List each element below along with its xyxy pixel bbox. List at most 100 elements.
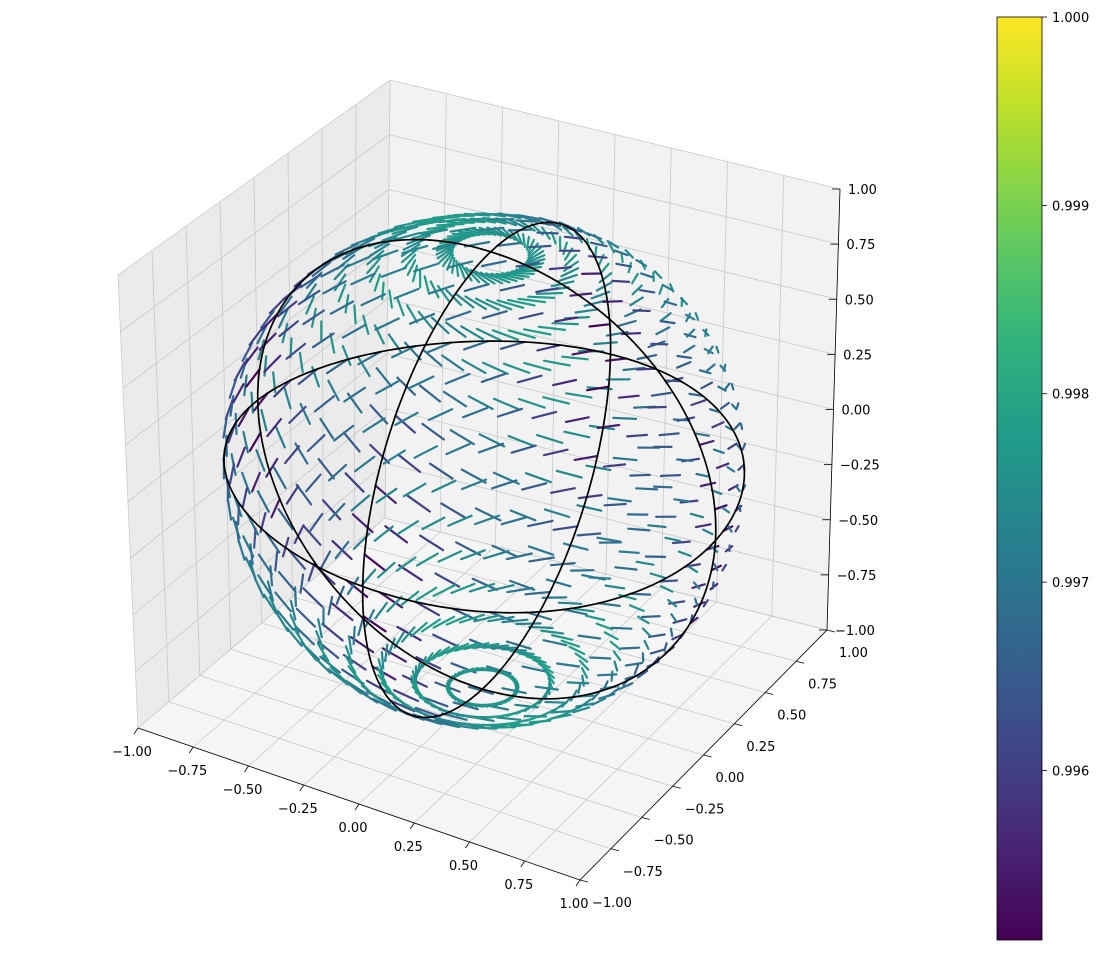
quiver-arrow bbox=[524, 472, 553, 484]
quiver-arrow bbox=[462, 406, 489, 419]
quiver-arrow bbox=[606, 240, 620, 249]
quiver-arrow bbox=[713, 504, 728, 511]
quiver-arrow bbox=[609, 640, 622, 651]
quiver-arrow bbox=[441, 712, 468, 721]
quiver-arrow bbox=[591, 697, 607, 706]
great-circles bbox=[223, 221, 746, 719]
quiver-arrow bbox=[585, 464, 612, 472]
quiver-arrow bbox=[521, 665, 547, 673]
quiver-arrow bbox=[283, 387, 292, 410]
quiver-arrow bbox=[698, 439, 715, 446]
quiver-arrow bbox=[464, 228, 492, 236]
quiver-arrow bbox=[242, 430, 249, 454]
quiver-arrow bbox=[319, 417, 335, 440]
quiver-arrow bbox=[711, 581, 715, 590]
quiver-arrow bbox=[569, 292, 593, 297]
quiver-arrow bbox=[631, 284, 643, 296]
quiver-arrow bbox=[629, 592, 652, 596]
quiver-arrow bbox=[527, 244, 552, 249]
quiver-arrow bbox=[584, 614, 606, 622]
quiver-arrow bbox=[398, 564, 423, 582]
quiver-arrow bbox=[659, 312, 672, 322]
quiver-arrow bbox=[312, 655, 332, 674]
quiver-arrow bbox=[378, 591, 404, 609]
quiver-arrow bbox=[550, 702, 565, 714]
quiver-arrow bbox=[432, 584, 457, 598]
quiver-arrow bbox=[719, 401, 731, 410]
quiver-arrow bbox=[329, 332, 336, 354]
quiver-arrow bbox=[713, 563, 719, 572]
quiver-arrow bbox=[237, 538, 246, 561]
quiver-arrow bbox=[496, 716, 522, 721]
quiver-arrow bbox=[560, 639, 581, 648]
quiver-arrow bbox=[521, 233, 527, 248]
quiver-arrow bbox=[299, 573, 305, 594]
quiver-arrow bbox=[428, 284, 455, 295]
quiver-arrow bbox=[721, 506, 731, 514]
quiver-arrow bbox=[636, 615, 650, 625]
quiver-arrow bbox=[420, 618, 441, 633]
colorbar-tick-label: 1.000 bbox=[1052, 11, 1089, 26]
quiver-arrow bbox=[276, 610, 295, 631]
y-tick-tick bbox=[734, 723, 743, 727]
quiver-arrow bbox=[375, 380, 400, 395]
quiver-arrow bbox=[611, 279, 631, 283]
quiver-arrow bbox=[549, 709, 573, 714]
quiver-arrow bbox=[594, 245, 598, 259]
quiver-arrow bbox=[425, 648, 442, 665]
quiver-arrow bbox=[423, 275, 430, 294]
quiver-arrow bbox=[596, 423, 621, 430]
colorbar-tick-label: 0.997 bbox=[1052, 576, 1089, 591]
quiver-arrow bbox=[460, 325, 485, 341]
quiver-arrow bbox=[616, 319, 637, 328]
quiver-arrow bbox=[647, 524, 667, 529]
quiver-arrow bbox=[369, 443, 390, 464]
quiver-arrow bbox=[574, 652, 589, 663]
quiver-arrow bbox=[698, 369, 712, 375]
quiver-arrow bbox=[334, 540, 350, 560]
quiver-arrow bbox=[438, 217, 466, 224]
quiver-arrow bbox=[236, 446, 246, 468]
quiver-arrow bbox=[612, 650, 622, 662]
quiver-arrow bbox=[527, 246, 543, 259]
quiver-arrow bbox=[690, 399, 707, 407]
quiver-arrow bbox=[406, 259, 417, 277]
quiver-arrow bbox=[299, 402, 311, 425]
quiver-arrow bbox=[684, 313, 696, 321]
quiver-arrow bbox=[739, 422, 744, 431]
quiver-arrow bbox=[680, 297, 689, 306]
quiver-arrow bbox=[525, 235, 531, 251]
quiver-arrow bbox=[564, 253, 578, 267]
quiver-arrow bbox=[473, 514, 501, 526]
quiver-arrow bbox=[549, 487, 576, 494]
quiver-arrow bbox=[702, 528, 714, 536]
quiver-arrow bbox=[624, 249, 635, 259]
quiver-arrow bbox=[535, 434, 564, 444]
quiver-arrow bbox=[357, 617, 365, 637]
quiver-arrow bbox=[659, 585, 674, 593]
quiver-arrow bbox=[260, 309, 275, 329]
quiver-arrow bbox=[377, 561, 396, 579]
quiver-arrow bbox=[658, 579, 679, 583]
quiver-arrow bbox=[446, 260, 474, 269]
quiver-arrow bbox=[284, 445, 301, 465]
quiver-arrow bbox=[560, 267, 580, 278]
quiver-arrow bbox=[555, 469, 583, 479]
quiver-arrow bbox=[377, 673, 392, 692]
quiver-arrow bbox=[285, 342, 307, 360]
quiver-arrow bbox=[260, 408, 268, 432]
quiver-arrow bbox=[256, 490, 270, 513]
quiver-arrow bbox=[420, 228, 449, 236]
z-tick-label: 0.25 bbox=[843, 348, 872, 363]
quiver-arrow bbox=[354, 455, 376, 473]
quiver-arrow bbox=[547, 676, 554, 690]
quiver-arrow bbox=[371, 249, 399, 261]
quiver-arrow bbox=[515, 219, 539, 223]
quiver-arrow bbox=[393, 689, 420, 703]
quiver-arrow bbox=[556, 662, 581, 668]
quiver-arrow bbox=[655, 326, 671, 336]
quiver-arrow bbox=[436, 284, 451, 303]
quiver-arrow bbox=[506, 586, 534, 594]
quiver-arrow bbox=[287, 548, 307, 571]
colorbar-gradient bbox=[996, 16, 1043, 941]
